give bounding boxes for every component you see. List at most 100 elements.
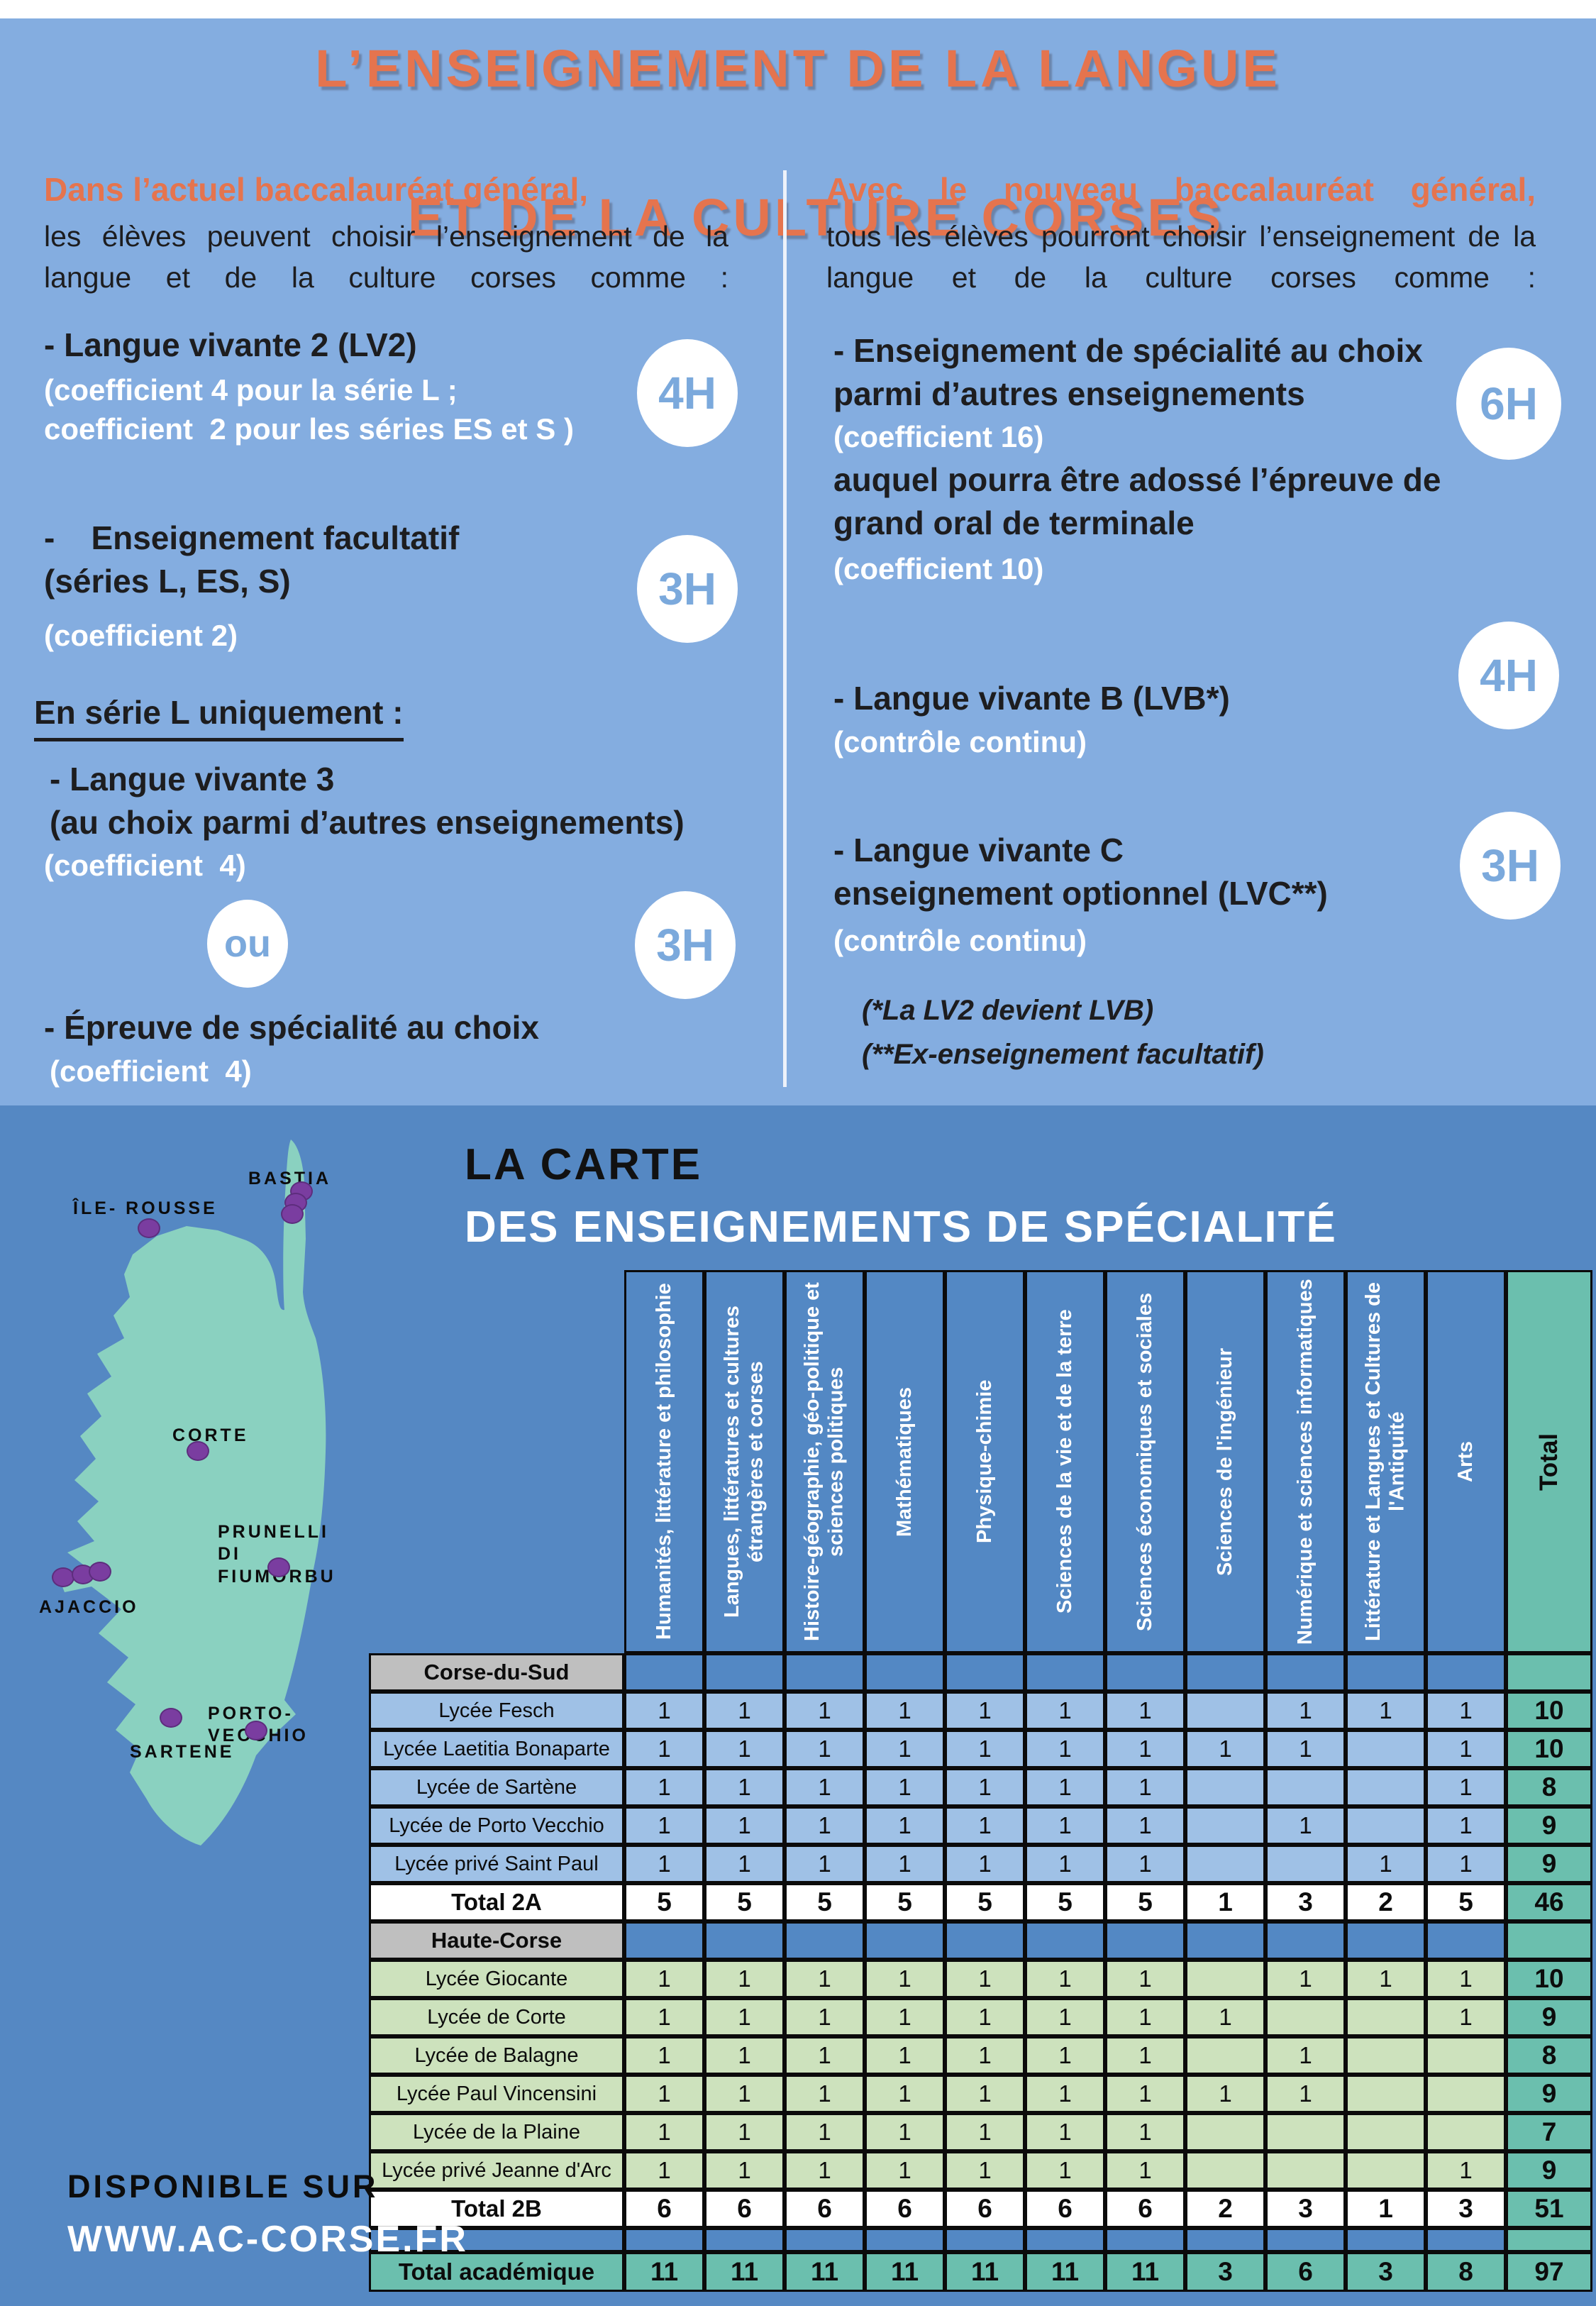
grand-oral-text: auquel pourra être adossé l’épreuve de g…	[833, 461, 1441, 541]
city-label: ÎLE- ROUSSE	[73, 1198, 218, 1218]
lycee-name-cell: Lycée Fesch	[369, 1692, 624, 1730]
department-fill-cell	[785, 1921, 865, 1960]
value-cell: 1	[865, 1998, 945, 2036]
department-fill-cell	[1426, 1921, 1506, 1960]
lycee-name-cell: Lycée de Balagne	[369, 2036, 624, 2075]
department-fill-cell	[865, 1921, 945, 1960]
value-cell: 1	[1426, 1730, 1506, 1768]
value-cell: 1	[624, 1768, 704, 1806]
carte-title-line2: DES ENSEIGNEMENTS DE SPÉCIALITÉ	[465, 1203, 1337, 1252]
value-cell: 1	[785, 1730, 865, 1768]
footnote-lvc: (**Ex-enseignement facultatif)	[862, 1039, 1264, 1070]
grand-total-value: 11	[1105, 2252, 1185, 2292]
section-total-value: 6	[1025, 2190, 1105, 2228]
department-fill-cell	[704, 1653, 785, 1692]
section-total-value: 5	[704, 1883, 785, 1921]
value-cell: 1	[785, 1692, 865, 1730]
spacer-cell	[1025, 2228, 1105, 2252]
value-cell: 1	[945, 1692, 1025, 1730]
spacer-cell	[704, 2228, 785, 2252]
department-header-cell: Haute-Corse	[369, 1921, 624, 1960]
department-fill-cell	[1346, 1921, 1426, 1960]
value-cell: 1	[1025, 1806, 1105, 1845]
department-fill-cell	[704, 1921, 785, 1960]
spacer-cell	[1426, 2228, 1506, 2252]
value-cell: 1	[865, 1730, 945, 1768]
value-cell	[1346, 2113, 1426, 2151]
value-cell	[1346, 2036, 1426, 2075]
column-header: Sciences de la vie et de la terre	[1025, 1270, 1105, 1653]
department-fill-cell	[1025, 1921, 1105, 1960]
column-header: Arts	[1426, 1270, 1506, 1653]
value-cell	[1185, 1960, 1265, 1998]
section-total-value: 3	[1426, 2190, 1506, 2228]
corsica-map: BASTIA ÎLE- ROUSSE CORTE PRUNELLI DI FIUMOR…	[18, 1132, 340, 1867]
value-cell: 1	[1426, 1960, 1506, 1998]
value-cell	[1346, 2075, 1426, 2113]
value-cell: 1	[1426, 1692, 1506, 1730]
footnote-lvb: (*La LV2 devient LVB)	[862, 995, 1154, 1026]
value-cell: 1	[865, 1806, 945, 1845]
value-cell	[1265, 1845, 1346, 1883]
lycee-location-dot	[267, 1557, 290, 1577]
epreuve-title: - Épreuve de spécialité au choix	[44, 1009, 539, 1046]
section-total-value: 3	[1265, 1883, 1346, 1921]
bac-comparison-section: L’ENSEIGNEMENT DE LA LANGUE ET DE LA CUL…	[0, 18, 1596, 1105]
value-cell: 1	[945, 1730, 1025, 1768]
value-cell: 1	[785, 1845, 865, 1883]
lycee-location-dot	[138, 1218, 160, 1238]
column-header: Humanités, littérature et philosophie	[624, 1270, 704, 1653]
section-total-cell: 46	[1506, 1883, 1592, 1921]
value-cell: 1	[1346, 1960, 1426, 1998]
value-cell: 1	[1105, 1692, 1185, 1730]
row-total-cell: 9	[1506, 2075, 1592, 2113]
column-header: Littérature et Langues et Cultures de l'…	[1346, 1270, 1426, 1653]
spacer-cell	[945, 2228, 1025, 2252]
top-white-strip	[0, 0, 1596, 18]
value-cell: 1	[704, 1845, 785, 1883]
lycee-name-cell: Lycée de Sartène	[369, 1768, 624, 1806]
value-cell: 1	[624, 1806, 704, 1845]
value-cell: 1	[1105, 1730, 1185, 1768]
section-total-value: 6	[785, 2190, 865, 2228]
facultatif-note: (coefficient 2)	[44, 619, 238, 652]
section-total-value: 2	[1346, 1883, 1426, 1921]
row-total-cell: 9	[1506, 1845, 1592, 1883]
epreuve-note: (coefficient 4)	[50, 1054, 252, 1088]
row-total-cell: 8	[1506, 1768, 1592, 1806]
section-total-value: 3	[1265, 2190, 1346, 2228]
department-fill-cell	[1265, 1921, 1346, 1960]
value-cell: 1	[1265, 2075, 1346, 2113]
department-fill-cell	[1185, 1921, 1265, 1960]
row-total-cell: 9	[1506, 2151, 1592, 2190]
value-cell: 1	[865, 1692, 945, 1730]
value-cell: 1	[624, 2036, 704, 2075]
value-cell: 1	[1265, 1692, 1346, 1730]
value-cell: 1	[785, 1768, 865, 1806]
value-cell: 1	[785, 2036, 865, 2075]
department-fill-cell	[1346, 1653, 1426, 1692]
value-cell: 1	[945, 2113, 1025, 2151]
column-header-total: Total	[1506, 1270, 1592, 1653]
value-cell: 1	[1025, 2075, 1105, 2113]
value-cell: 1	[624, 1730, 704, 1768]
value-cell: 1	[1025, 1960, 1105, 1998]
value-cell: 1	[1025, 2151, 1105, 2190]
city-label: AJACCIO	[39, 1597, 139, 1617]
section-total-value: 5	[865, 1883, 945, 1921]
row-total-cell: 7	[1506, 2113, 1592, 2151]
section-total-value: 5	[785, 1883, 865, 1921]
value-cell	[1346, 1806, 1426, 1845]
specialites-table: Humanités, littérature et philosophie Lan…	[369, 1270, 1592, 2292]
carte-title-line1: LA CARTE	[465, 1140, 703, 1189]
value-cell: 1	[865, 1845, 945, 1883]
value-cell: 1	[624, 1692, 704, 1730]
lv2-title: - Langue vivante 2 (LV2)	[44, 326, 417, 363]
value-cell: 1	[704, 2036, 785, 2075]
lvc-note: (contrôle continu)	[833, 924, 1087, 957]
section-total-value: 5	[624, 1883, 704, 1921]
value-cell	[1185, 1768, 1265, 1806]
lvb-title: - Langue vivante B (LVB*)	[833, 680, 1230, 717]
lycee-location-dot	[89, 1562, 111, 1582]
value-cell: 1	[1185, 2075, 1265, 2113]
